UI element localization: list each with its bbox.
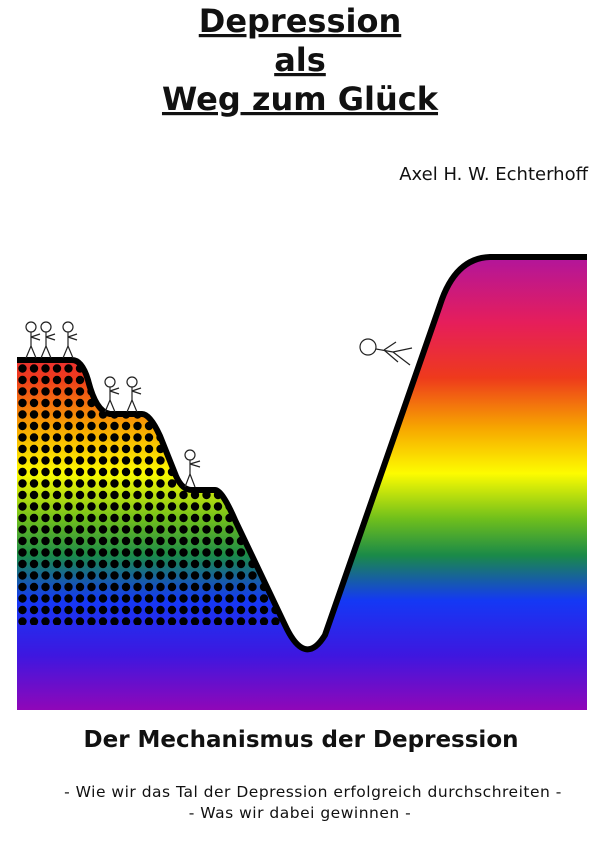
tagline-line: - Was wir dabei gewinnen - [189,804,411,822]
landscape-outline [17,254,587,653]
title-line: Depression [199,2,401,40]
subtitle: Der Mechanismus der Depression [84,727,519,753]
title-line: als [274,41,326,79]
landscape [17,257,587,710]
author: Axel H. W. Echterhoff [399,164,588,185]
tagline-line: - Wie wir das Tal der Depression erfolgr… [64,783,562,801]
title-line: Weg zum Glück [162,80,439,118]
stick-figures [25,321,413,488]
